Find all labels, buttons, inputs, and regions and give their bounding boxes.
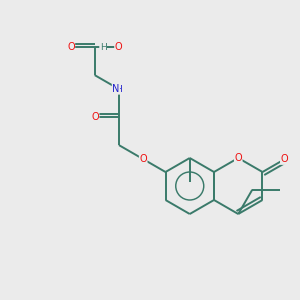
Text: O: O [67,42,75,52]
Text: H: H [116,85,122,94]
Text: O: O [140,154,147,164]
Text: O: O [91,112,99,122]
Text: N: N [112,84,120,94]
Text: O: O [115,42,122,52]
Text: H: H [100,43,106,52]
Text: O: O [234,153,242,163]
Text: O: O [280,154,288,164]
